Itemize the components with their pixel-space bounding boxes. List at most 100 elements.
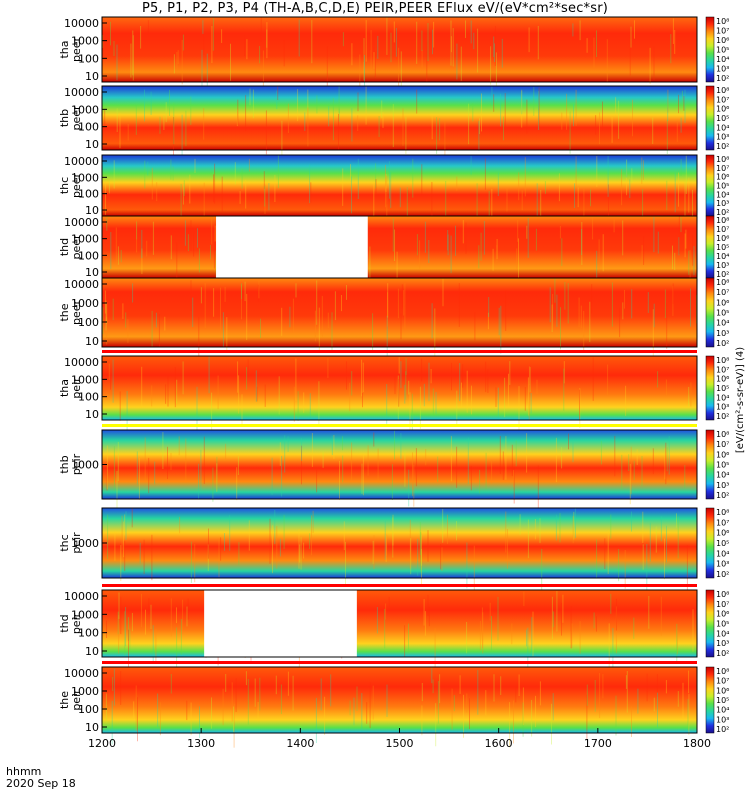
- spectrogram-texture: [235, 678, 237, 713]
- spectrogram-texture: [110, 21, 111, 46]
- spectrogram-texture: [229, 514, 231, 551]
- spectrogram-texture: [424, 221, 426, 253]
- spectrogram-texture: [342, 436, 343, 451]
- spectrogram-texture: [176, 607, 177, 624]
- y-axis-label: peer: [70, 105, 83, 131]
- spectrogram-texture: [579, 389, 580, 421]
- spectrogram-texture: [112, 677, 114, 692]
- spectrogram-texture: [314, 310, 316, 342]
- spectrogram-texture: [167, 446, 168, 480]
- spectrogram-texture: [608, 184, 609, 221]
- spectrogram-texture: [200, 287, 202, 304]
- spectrogram-texture: [496, 244, 498, 262]
- spectrogram-texture: [440, 544, 442, 570]
- spectrogram-texture: [392, 218, 394, 252]
- spectrogram-texture: [411, 393, 413, 434]
- spectrogram-texture: [310, 182, 312, 203]
- spectrogram-texture: [315, 697, 317, 744]
- spectrogram-texture: [456, 176, 458, 191]
- spectrogram-texture: [500, 676, 502, 695]
- y-axis-label: the: [58, 303, 71, 321]
- spectrogram-texture: [533, 87, 535, 116]
- spectrogram-texture: [466, 370, 468, 413]
- spectrogram-texture: [453, 695, 455, 712]
- spectrogram-texture: [266, 29, 268, 48]
- colorbar-tick-label: 10²: [716, 270, 729, 279]
- spectrogram-texture: [683, 96, 685, 111]
- y-axis-label: peir: [70, 453, 83, 475]
- spectrogram-texture: [106, 302, 108, 325]
- spectrogram-texture: [121, 515, 123, 550]
- spectrogram-texture: [281, 307, 283, 336]
- spectrogram-texture: [456, 446, 458, 488]
- spectrogram-texture: [136, 451, 138, 485]
- spectrogram-image: [102, 216, 697, 278]
- panel-thb-peer: 10000 1000 100 10 thb peer 10⁸10⁷10⁶10⁵10⁴10³1…: [58, 85, 729, 157]
- spectrogram-texture: [385, 173, 387, 192]
- spectrogram-texture: [386, 17, 388, 55]
- spectrogram-texture: [578, 297, 580, 328]
- spectrogram-texture: [643, 160, 644, 180]
- spectrogram-texture: [136, 220, 138, 253]
- spectrogram-texture: [536, 183, 538, 220]
- spectrogram-texture: [247, 359, 249, 378]
- spectrogram-texture: [575, 156, 577, 189]
- spectrogram-texture: [431, 667, 433, 684]
- spectrogram-texture: [461, 382, 462, 408]
- spectrogram-texture: [527, 519, 529, 559]
- spectrogram-texture: [165, 102, 167, 123]
- spectrogram-texture: [386, 684, 388, 717]
- spectrogram-texture: [561, 447, 563, 469]
- spectrogram-texture: [552, 611, 554, 628]
- spectrogram-texture: [248, 520, 250, 551]
- spectrogram-texture: [211, 26, 213, 64]
- spectrogram-texture: [528, 384, 530, 421]
- colorbar-tick-label: 10⁷: [716, 440, 729, 449]
- spectrogram-texture: [513, 700, 514, 744]
- spectrogram-texture: [442, 278, 444, 307]
- spectrogram-texture: [555, 514, 557, 541]
- spectrogram-texture: [561, 112, 563, 130]
- spectrogram-texture: [657, 371, 659, 388]
- spectrogram-texture: [206, 53, 208, 99]
- spectrogram-texture: [283, 514, 285, 549]
- spectrogram-texture: [676, 629, 678, 655]
- spectrogram-texture: [469, 698, 470, 730]
- spectrogram-texture: [128, 629, 129, 675]
- spectrogram-texture: [481, 93, 482, 132]
- spectrogram-texture: [255, 370, 257, 402]
- spectrogram-texture: [179, 516, 181, 534]
- spectrogram-texture: [106, 445, 108, 490]
- spectrogram-texture: [531, 700, 533, 737]
- spectrogram-texture: [316, 469, 318, 493]
- spectrogram-texture: [321, 295, 323, 337]
- spectrogram-texture: [523, 591, 525, 607]
- spectrogram-texture: [421, 705, 423, 736]
- spectrogram-texture: [257, 284, 259, 302]
- spectrogram-texture: [400, 313, 402, 340]
- spectrogram-texture: [501, 38, 503, 68]
- spectrogram-texture: [359, 54, 361, 96]
- spectrogram-image: [102, 508, 697, 578]
- y-tick-label: 100: [78, 391, 99, 404]
- spectrogram-texture: [641, 245, 643, 264]
- spectrogram-texture: [372, 540, 374, 565]
- spectrogram-texture: [572, 23, 574, 37]
- spectrogram-texture: [401, 284, 403, 309]
- spectrogram-texture: [365, 86, 367, 125]
- colorbar-tick-label: 10⁷: [716, 600, 729, 609]
- spectrogram-texture: [113, 668, 115, 706]
- spectrogram-texture: [203, 34, 205, 55]
- spectrogram-texture: [608, 623, 610, 670]
- date-label: 2020 Sep 18: [6, 777, 76, 790]
- spectrogram-texture: [173, 54, 175, 74]
- y-axis-label: peir: [70, 377, 83, 399]
- spectrogram-texture: [408, 380, 410, 395]
- spectrogram-texture: [624, 549, 626, 589]
- spectrogram-texture: [568, 433, 569, 450]
- spectrogram-texture: [170, 235, 172, 260]
- spectrogram-texture: [693, 246, 695, 276]
- spectrogram-texture: [431, 115, 433, 140]
- spectrogram-texture: [214, 225, 216, 242]
- spectrogram-texture: [596, 250, 598, 294]
